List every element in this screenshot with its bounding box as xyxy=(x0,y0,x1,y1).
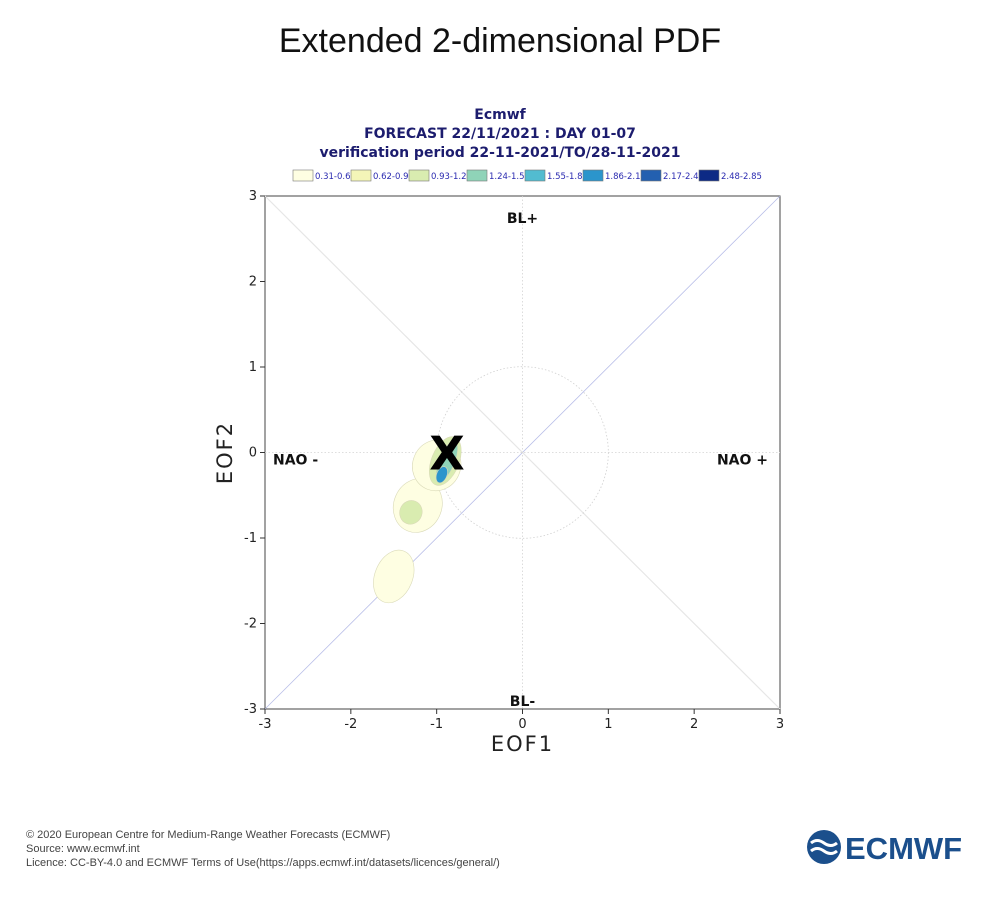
legend-swatch xyxy=(466,169,488,182)
plot-guides xyxy=(264,195,781,710)
legend-swatch xyxy=(698,169,720,182)
page-title: Extended 2-dimensional PDF xyxy=(278,22,722,60)
legend-label: 1.86-2.17 xyxy=(605,172,646,182)
copyright-text: © 2020 European Centre for Medium-Range … xyxy=(26,829,391,841)
y-tick-label: 2 xyxy=(249,275,257,290)
licence-text: Licence: CC-BY-4.0 and ECMWF Terms of Us… xyxy=(26,857,500,869)
y-axis-label: EOF2 xyxy=(213,421,237,484)
x-tick-label: -2 xyxy=(344,717,357,732)
legend-label: 1.55-1.86 xyxy=(547,172,588,182)
chart-header-line3: verification period 22-11-2021/TO/28-11-… xyxy=(319,145,681,161)
legend-swatch xyxy=(350,169,372,182)
x-tick-label: 0 xyxy=(518,717,526,732)
regime-labels: BL+ BL- NAO - NAO + X xyxy=(273,211,768,710)
regime-label-right: NAO + xyxy=(717,453,768,469)
ecmwf-logo: ECMWF xyxy=(807,830,962,866)
ecmwf-logo-text: ECMWF xyxy=(845,831,962,866)
y-tick-label: 0 xyxy=(249,446,257,461)
y-tick-label: -3 xyxy=(244,702,257,717)
legend-label: 1.24-1.55 xyxy=(489,172,530,182)
y-tick-label: -1 xyxy=(244,531,257,546)
footer: © 2020 European Centre for Medium-Range … xyxy=(26,828,500,870)
x-tick-label: 3 xyxy=(776,717,784,732)
density-region xyxy=(399,500,423,525)
eof-pdf-chart: 0.31-0.62 0.62-0.93 0.93-1.24 1.24-1.55 1.55… xyxy=(213,169,784,756)
x-tick-label: 1 xyxy=(604,717,612,732)
x-axis-label: EOF1 xyxy=(491,732,554,756)
regime-label-top: BL+ xyxy=(507,211,538,227)
legend-swatch xyxy=(524,169,546,182)
x-tick-label: 2 xyxy=(690,717,698,732)
legend-swatch xyxy=(640,169,662,182)
x-tick-label: -1 xyxy=(430,717,443,732)
density-region xyxy=(373,549,415,604)
ensemble-mean-marker: X xyxy=(429,427,464,481)
density-field xyxy=(373,436,462,604)
legend-label: 0.62-0.93 xyxy=(373,172,414,182)
regime-label-bottom: BL- xyxy=(510,694,536,710)
source-text: Source: www.ecmwf.int xyxy=(26,843,140,855)
legend-label: 2.48-2.85 xyxy=(721,172,762,182)
legend: 0.31-0.62 0.62-0.93 0.93-1.24 1.24-1.55 1.55… xyxy=(292,169,762,182)
x-tick-label: -3 xyxy=(259,717,272,732)
legend-swatch xyxy=(292,169,314,182)
axes: -3 -2 -1 0 1 2 3 3 2 1 0 -1 -2 -3 EOF1 EOF2 xyxy=(213,189,784,756)
ecmwf-logo-icon xyxy=(807,830,841,864)
chart-header-line2: FORECAST 22/11/2021 : DAY 01-07 xyxy=(364,126,636,142)
y-tick-label: 3 xyxy=(249,189,257,204)
density-region xyxy=(435,466,448,484)
legend-swatch xyxy=(408,169,430,182)
y-tick-label: 1 xyxy=(249,360,257,375)
reference-circle xyxy=(436,366,609,539)
chart-header-line1: Ecmwf xyxy=(474,107,526,123)
regime-label-left: NAO - xyxy=(273,453,318,469)
legend-swatch xyxy=(582,169,604,182)
legend-label: 0.31-0.62 xyxy=(315,172,356,182)
legend-label: 0.93-1.24 xyxy=(431,172,472,182)
y-tick-label: -2 xyxy=(244,617,257,632)
legend-label: 2.17-2.48 xyxy=(663,172,704,182)
